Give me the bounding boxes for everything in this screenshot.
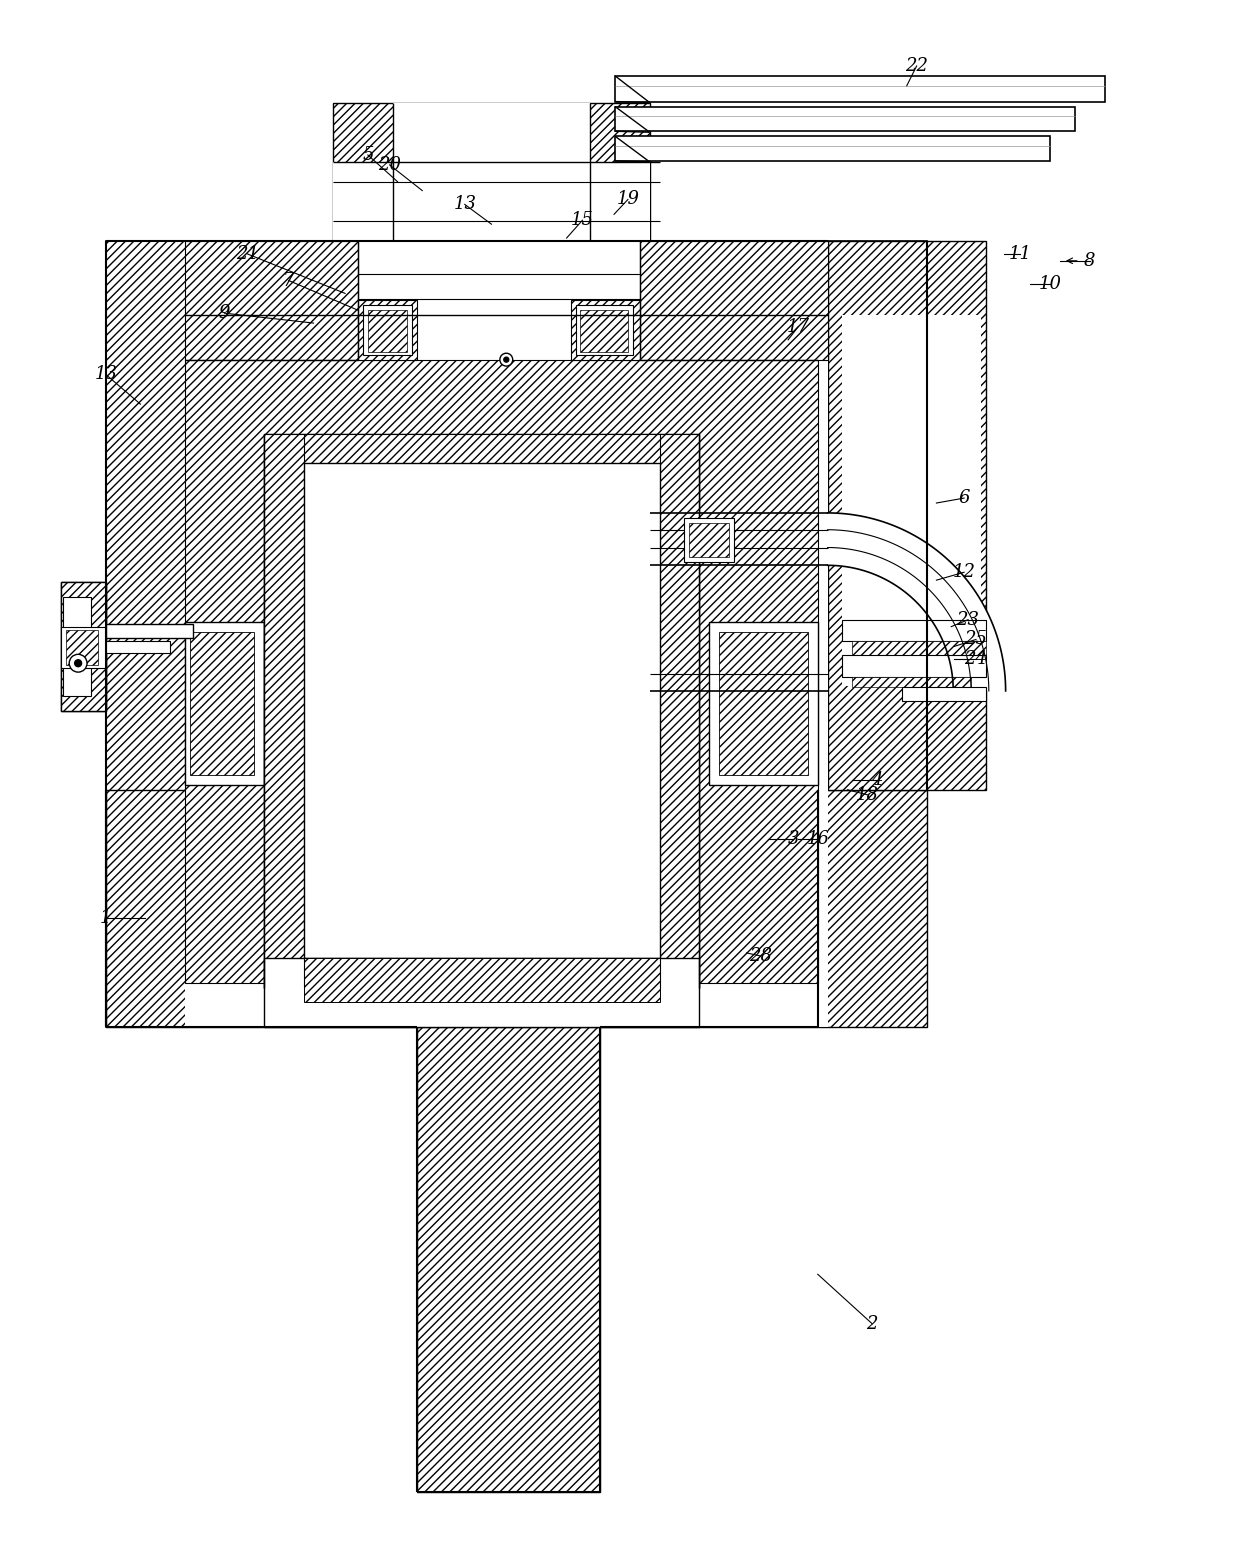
Circle shape bbox=[74, 660, 82, 667]
Polygon shape bbox=[304, 959, 660, 1002]
Text: 12: 12 bbox=[952, 564, 976, 581]
Polygon shape bbox=[709, 621, 817, 784]
Polygon shape bbox=[105, 240, 926, 1028]
Polygon shape bbox=[852, 676, 971, 687]
Polygon shape bbox=[190, 632, 254, 775]
Circle shape bbox=[500, 353, 512, 367]
Text: 18: 18 bbox=[856, 786, 879, 804]
Polygon shape bbox=[827, 240, 986, 791]
Polygon shape bbox=[185, 621, 264, 784]
Polygon shape bbox=[719, 632, 808, 775]
Text: 7: 7 bbox=[283, 271, 295, 290]
Polygon shape bbox=[334, 162, 650, 240]
Polygon shape bbox=[363, 305, 413, 354]
Polygon shape bbox=[264, 435, 699, 988]
Text: 20: 20 bbox=[378, 156, 401, 174]
Polygon shape bbox=[185, 240, 358, 359]
Text: 13: 13 bbox=[454, 196, 476, 213]
Polygon shape bbox=[570, 300, 640, 359]
Polygon shape bbox=[393, 103, 590, 240]
Text: 22: 22 bbox=[905, 57, 928, 76]
Polygon shape bbox=[304, 464, 660, 959]
Text: 24: 24 bbox=[965, 650, 987, 669]
Polygon shape bbox=[842, 655, 986, 676]
Text: 9: 9 bbox=[218, 304, 231, 322]
Text: 19: 19 bbox=[616, 191, 640, 208]
Polygon shape bbox=[901, 687, 986, 701]
Text: 21: 21 bbox=[236, 245, 259, 264]
Polygon shape bbox=[368, 310, 408, 351]
Text: 25: 25 bbox=[965, 630, 987, 649]
Text: 11: 11 bbox=[1009, 245, 1032, 264]
Polygon shape bbox=[63, 596, 91, 697]
Polygon shape bbox=[105, 641, 170, 653]
Polygon shape bbox=[105, 624, 193, 638]
Polygon shape bbox=[358, 240, 640, 359]
Text: 2: 2 bbox=[867, 1314, 878, 1333]
Text: 10: 10 bbox=[1039, 274, 1061, 293]
Polygon shape bbox=[418, 1028, 600, 1492]
Polygon shape bbox=[600, 791, 926, 1028]
Polygon shape bbox=[61, 582, 105, 710]
Text: 15: 15 bbox=[570, 211, 594, 230]
Text: 4: 4 bbox=[872, 770, 883, 789]
Polygon shape bbox=[615, 76, 1105, 102]
Text: 5: 5 bbox=[362, 146, 373, 163]
Polygon shape bbox=[185, 359, 817, 983]
Circle shape bbox=[69, 655, 87, 672]
Text: 17: 17 bbox=[786, 317, 810, 336]
Text: 13: 13 bbox=[94, 365, 118, 384]
Polygon shape bbox=[61, 582, 105, 710]
Polygon shape bbox=[185, 240, 827, 1028]
Polygon shape bbox=[615, 106, 1075, 131]
Polygon shape bbox=[105, 791, 418, 1028]
Polygon shape bbox=[827, 513, 1006, 690]
Polygon shape bbox=[580, 310, 627, 351]
Text: 3: 3 bbox=[787, 831, 799, 848]
Polygon shape bbox=[358, 300, 418, 359]
Polygon shape bbox=[689, 522, 729, 558]
Text: 23: 23 bbox=[956, 610, 980, 629]
Polygon shape bbox=[640, 240, 827, 359]
Polygon shape bbox=[264, 959, 699, 1028]
Polygon shape bbox=[334, 103, 650, 240]
Polygon shape bbox=[684, 518, 734, 562]
Polygon shape bbox=[61, 582, 105, 710]
Polygon shape bbox=[615, 136, 1050, 160]
Circle shape bbox=[503, 358, 508, 362]
Polygon shape bbox=[264, 435, 699, 988]
Polygon shape bbox=[842, 316, 981, 686]
Text: 16: 16 bbox=[806, 831, 830, 848]
Text: 6: 6 bbox=[959, 488, 970, 507]
Polygon shape bbox=[61, 627, 105, 669]
Polygon shape bbox=[842, 619, 986, 641]
Text: 1: 1 bbox=[100, 909, 112, 928]
Text: 8: 8 bbox=[1084, 251, 1095, 270]
Text: 28: 28 bbox=[749, 946, 773, 965]
Polygon shape bbox=[852, 641, 986, 655]
Polygon shape bbox=[66, 630, 98, 666]
Polygon shape bbox=[575, 305, 632, 354]
